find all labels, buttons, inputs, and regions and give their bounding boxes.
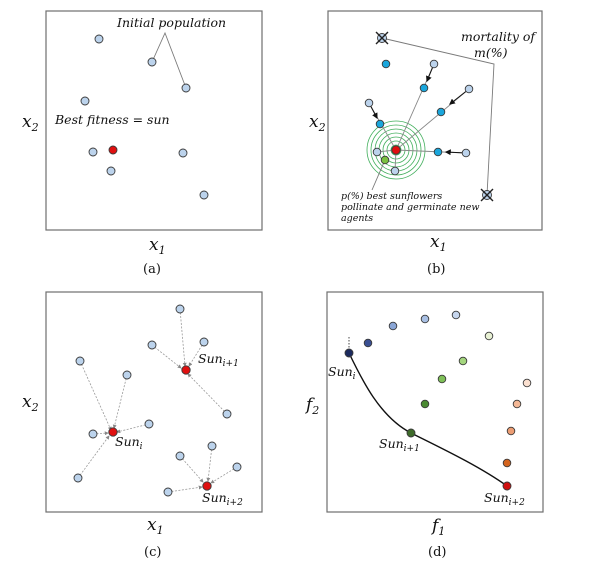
sun-i-point [108, 427, 118, 437]
x-axis-label: x1 [149, 235, 166, 257]
front-point [522, 378, 532, 388]
panel-b-frame [327, 10, 543, 231]
agent-point [461, 148, 471, 158]
agent-point [178, 148, 188, 158]
front-point [420, 399, 430, 409]
sun-i2-point [202, 481, 212, 491]
panel-c: Suni Suni+1 Suni+2 x1 x2 (c) [22, 291, 263, 560]
y-axis-label: x2 [309, 112, 326, 134]
front-point [451, 310, 461, 320]
agent-point [429, 59, 439, 69]
front-point [437, 374, 447, 384]
sun-point [391, 145, 401, 155]
caption-b: (b) [427, 262, 445, 277]
agent-point [147, 57, 157, 67]
caption-d: (d) [428, 545, 446, 560]
annotation-best-fitness: Best fitness = sun [54, 112, 170, 127]
annotation-mortality-line1: mortality of [461, 29, 537, 44]
panel-c-frame [45, 291, 263, 513]
annotation-mortality-line2: m(%) [474, 45, 508, 60]
panel-a: Initial population Best fitness = sun x1… [22, 10, 263, 277]
mortality-leader [381, 37, 495, 196]
attraction-lines [77, 308, 238, 493]
pollinate-leader [371, 159, 386, 191]
agent-point [106, 166, 116, 176]
front-point [484, 331, 494, 341]
agent-point [372, 147, 382, 157]
front-point [420, 314, 430, 324]
label-sun-i1: Suni+1 [198, 351, 239, 369]
agent-point [207, 441, 217, 451]
agent-point [364, 98, 374, 108]
annotation-pollinate-line2: pollinate and germinate new [341, 202, 479, 213]
agent-point [144, 419, 154, 429]
x-axis-label: x1 [147, 515, 164, 537]
agent-point [232, 462, 242, 472]
agent-point [199, 190, 209, 200]
x-axis-label: f1 [430, 516, 445, 538]
agent-point [175, 451, 185, 461]
agent-point [464, 84, 474, 94]
agent-point [390, 166, 400, 176]
sun-i1-point [406, 428, 416, 438]
green-agent-point [380, 155, 390, 165]
sun-i1-point [181, 365, 191, 375]
new-agent-point [375, 119, 385, 129]
caption-a: (a) [143, 262, 161, 277]
y-axis-label: x2 [22, 112, 39, 134]
new-agent-point [419, 83, 429, 93]
panel-a-frame [45, 10, 263, 231]
front-point [363, 338, 373, 348]
y-axis-label: f2 [304, 395, 319, 417]
agent-point [88, 429, 98, 439]
y-axis-label: x2 [22, 392, 39, 414]
agent-point [88, 147, 98, 157]
caption-c: (c) [144, 545, 161, 560]
agent-point [147, 340, 157, 350]
annotation-pollinate-line1: p(%) best sunflowers [341, 191, 442, 202]
agent-point [80, 96, 90, 106]
agent-point [73, 473, 83, 483]
dead-agent-1 [375, 31, 389, 45]
label-sun-i2: Suni+2 [484, 490, 525, 508]
x-axis-label: x1 [430, 232, 447, 254]
front-point [458, 356, 468, 366]
agent-point [75, 356, 85, 366]
label-sun-i: Suni [328, 364, 356, 382]
agent-point [122, 370, 132, 380]
annotation-pollinate-line3: agents [341, 213, 373, 224]
agent-point [181, 83, 191, 93]
agent-point [222, 409, 232, 419]
new-agent-point [436, 107, 446, 117]
front-point [506, 426, 516, 436]
label-sun-i: Suni [115, 434, 143, 452]
label-sun-i1: Suni+1 [379, 436, 420, 454]
new-agent-point [381, 59, 391, 69]
sun-i-point [344, 348, 354, 358]
annotation-initial-population: Initial population [116, 15, 226, 30]
agent-point [94, 34, 104, 44]
front-point [512, 399, 522, 409]
agent-point [199, 337, 209, 347]
panel-b: mortality of m(%) p(%) best sunflowers p… [309, 10, 543, 277]
front-point [502, 458, 512, 468]
panel-d-frame [326, 291, 544, 513]
agent-point [175, 304, 185, 314]
front-point [388, 321, 398, 331]
dead-agent-2 [480, 188, 494, 202]
agent-point [163, 487, 173, 497]
label-sun-i2: Suni+2 [202, 490, 243, 508]
sun-i2-point [502, 481, 512, 491]
sun-point [108, 145, 118, 155]
new-agent-point [433, 147, 443, 157]
panel-d: Suni Suni+1 Suni+2 f1 f2 (d) [304, 291, 544, 560]
initial-population-leader [151, 31, 187, 89]
